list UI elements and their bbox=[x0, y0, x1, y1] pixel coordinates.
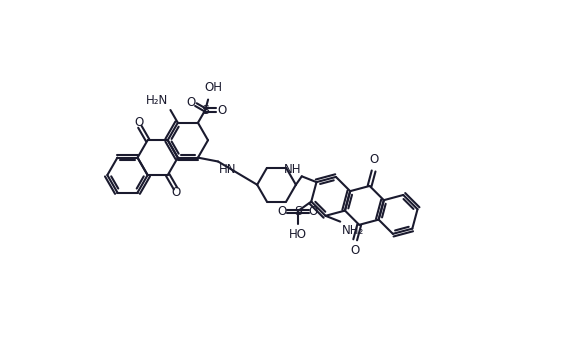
Text: O: O bbox=[172, 186, 181, 199]
Text: O: O bbox=[277, 205, 287, 218]
Text: H₂N: H₂N bbox=[146, 94, 169, 107]
Text: OH: OH bbox=[204, 80, 222, 93]
Text: NH₂: NH₂ bbox=[342, 224, 365, 236]
Text: HN: HN bbox=[219, 163, 237, 176]
Text: O: O bbox=[217, 104, 226, 117]
Text: NH: NH bbox=[284, 163, 301, 176]
Text: O: O bbox=[370, 153, 379, 166]
Text: S: S bbox=[294, 205, 302, 218]
Text: O: O bbox=[187, 96, 196, 109]
Text: HO: HO bbox=[289, 227, 307, 240]
Text: S: S bbox=[201, 104, 209, 117]
Text: O: O bbox=[134, 116, 144, 129]
Text: O: O bbox=[350, 244, 359, 257]
Text: O: O bbox=[308, 205, 318, 218]
